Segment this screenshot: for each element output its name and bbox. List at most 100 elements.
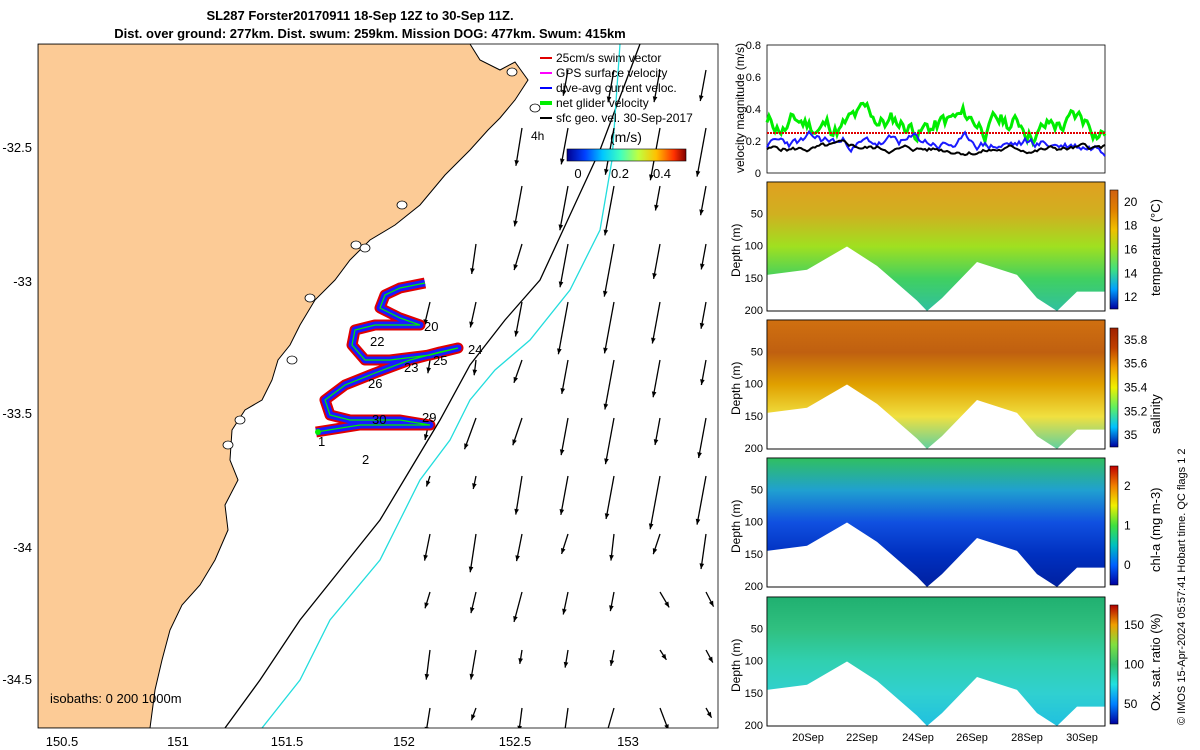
- depth-tick-label: 50: [751, 346, 763, 358]
- chla-cbtick-label: 0: [1124, 558, 1131, 572]
- lake-7: [234, 415, 246, 425]
- lake-4: [350, 240, 362, 250]
- current-vector: [557, 301, 569, 355]
- current-vector-head: [513, 264, 518, 271]
- current-vector-head: [651, 337, 656, 344]
- day-label: 20: [424, 319, 438, 334]
- day-label: 25: [433, 353, 447, 368]
- land-area: [38, 44, 529, 728]
- legend-label: 25cm/s swim vector: [556, 51, 661, 65]
- current-vector: [700, 533, 707, 570]
- current-vector-head: [513, 615, 518, 622]
- time-tick-label: 20Sep: [792, 732, 824, 744]
- current-vector-head: [559, 508, 565, 515]
- temperature-section-data: [767, 182, 1105, 311]
- chla-cblabel: chl-a (mg m-3): [1148, 487, 1163, 572]
- current-vector-head: [424, 602, 429, 609]
- colorbar-tick-label: 0: [574, 166, 581, 181]
- current-vector: [560, 127, 569, 165]
- depth-tick-label: 200: [745, 305, 763, 317]
- depth-tick-label: 50: [751, 623, 763, 635]
- lon-tick-label: 152.5: [499, 734, 532, 749]
- velocity-ylabel: velocity magnitude (m/s): [733, 43, 747, 173]
- depth-tick-label: 150: [745, 273, 763, 285]
- depth-tick-label: 200: [745, 581, 763, 593]
- current-vector: [559, 243, 569, 288]
- current-vector-head: [695, 518, 701, 525]
- colorbar-tick-label: 0.2: [611, 166, 629, 181]
- current-vector: [604, 185, 615, 236]
- velocity-ytick-label: 0.2: [746, 136, 761, 148]
- current-vector: [607, 707, 615, 728]
- colorbar-unit-label: (m/s): [610, 129, 642, 145]
- time-tick-label: 24Sep: [902, 732, 934, 744]
- current-vector-head: [652, 96, 658, 103]
- velocity-panel: [766, 44, 1106, 174]
- current-vector-head: [558, 281, 564, 288]
- velocity-ytick-label: 0.4: [746, 104, 761, 116]
- day-label: 30: [372, 412, 386, 427]
- current-vector-head: [559, 449, 565, 456]
- current-vector-head: [472, 369, 478, 376]
- current-vector-head: [699, 322, 705, 329]
- time-tick-label: 30Sep: [1066, 732, 1098, 744]
- current-vector-head: [603, 290, 608, 297]
- day-label: 2: [362, 452, 369, 467]
- isobath-legend: isobaths: 0 200 1000m: [50, 691, 182, 706]
- current-vector-head: [423, 434, 429, 441]
- current-vector: [696, 127, 707, 177]
- current-vector: [604, 359, 615, 410]
- current-vector-head: [514, 508, 519, 515]
- lake-3: [359, 243, 371, 253]
- current-vector-head: [697, 452, 702, 459]
- current-vector-head: [515, 555, 520, 562]
- chla-ylabel: Depth (m): [729, 500, 743, 553]
- current-vector: [560, 475, 569, 515]
- current-vector-head: [464, 443, 469, 450]
- day-label: 23: [404, 360, 418, 375]
- current-vector-head: [469, 607, 475, 614]
- current-vector-head: [561, 547, 566, 554]
- current-vector-head: [700, 263, 705, 270]
- current-vector-head: [426, 480, 431, 487]
- current-vector: [513, 185, 523, 227]
- day-label: 22: [370, 334, 384, 349]
- oxygen-cbtick-label: 150: [1124, 618, 1144, 632]
- current-vector: [463, 417, 477, 450]
- current-vector-head: [609, 660, 615, 666]
- temperature-cbtick-label: 16: [1124, 243, 1138, 257]
- current-vector: [469, 533, 477, 573]
- current-vector: [652, 243, 661, 279]
- current-vector-head: [609, 605, 614, 612]
- current-vector: [426, 707, 431, 728]
- legend-label: GPS surface velocity: [556, 66, 667, 80]
- salinity-cbtick-label: 35.2: [1124, 404, 1148, 418]
- time-tick-label: 26Sep: [956, 732, 988, 744]
- salinity-ylabel: Depth (m): [729, 362, 743, 415]
- salinity-panel-frame: [766, 319, 1106, 450]
- current-vector: [651, 301, 661, 344]
- current-vector-head: [609, 554, 614, 561]
- chla-cbtick-label: 1: [1124, 519, 1131, 533]
- velocity-ytick-label: 0.8: [746, 40, 761, 52]
- lake-6: [286, 355, 298, 365]
- current-vector-head: [471, 714, 476, 721]
- isobath-1000: [261, 44, 621, 728]
- current-vector: [559, 185, 569, 231]
- current-vector: [697, 417, 707, 459]
- oxygen-section-data: [767, 597, 1105, 726]
- current-vector-head: [512, 439, 517, 446]
- oxygen-cblabel: Ox. sat. ratio (%): [1148, 613, 1163, 711]
- lon-tick-label: 152: [393, 734, 415, 749]
- lat-tick-label: -33.5: [2, 406, 32, 421]
- lon-tick-label: 153: [617, 734, 639, 749]
- salinity-cbtick-label: 35.8: [1124, 333, 1148, 347]
- oxygen-colorbar: [1109, 604, 1119, 725]
- current-vector-head: [561, 89, 567, 96]
- current-vector-head: [654, 204, 659, 211]
- current-vector-head: [603, 403, 609, 410]
- current-vector: [604, 417, 615, 465]
- current-vector: [605, 475, 615, 520]
- current-vector-head: [562, 734, 567, 740]
- chla-colorbar: [1109, 465, 1119, 586]
